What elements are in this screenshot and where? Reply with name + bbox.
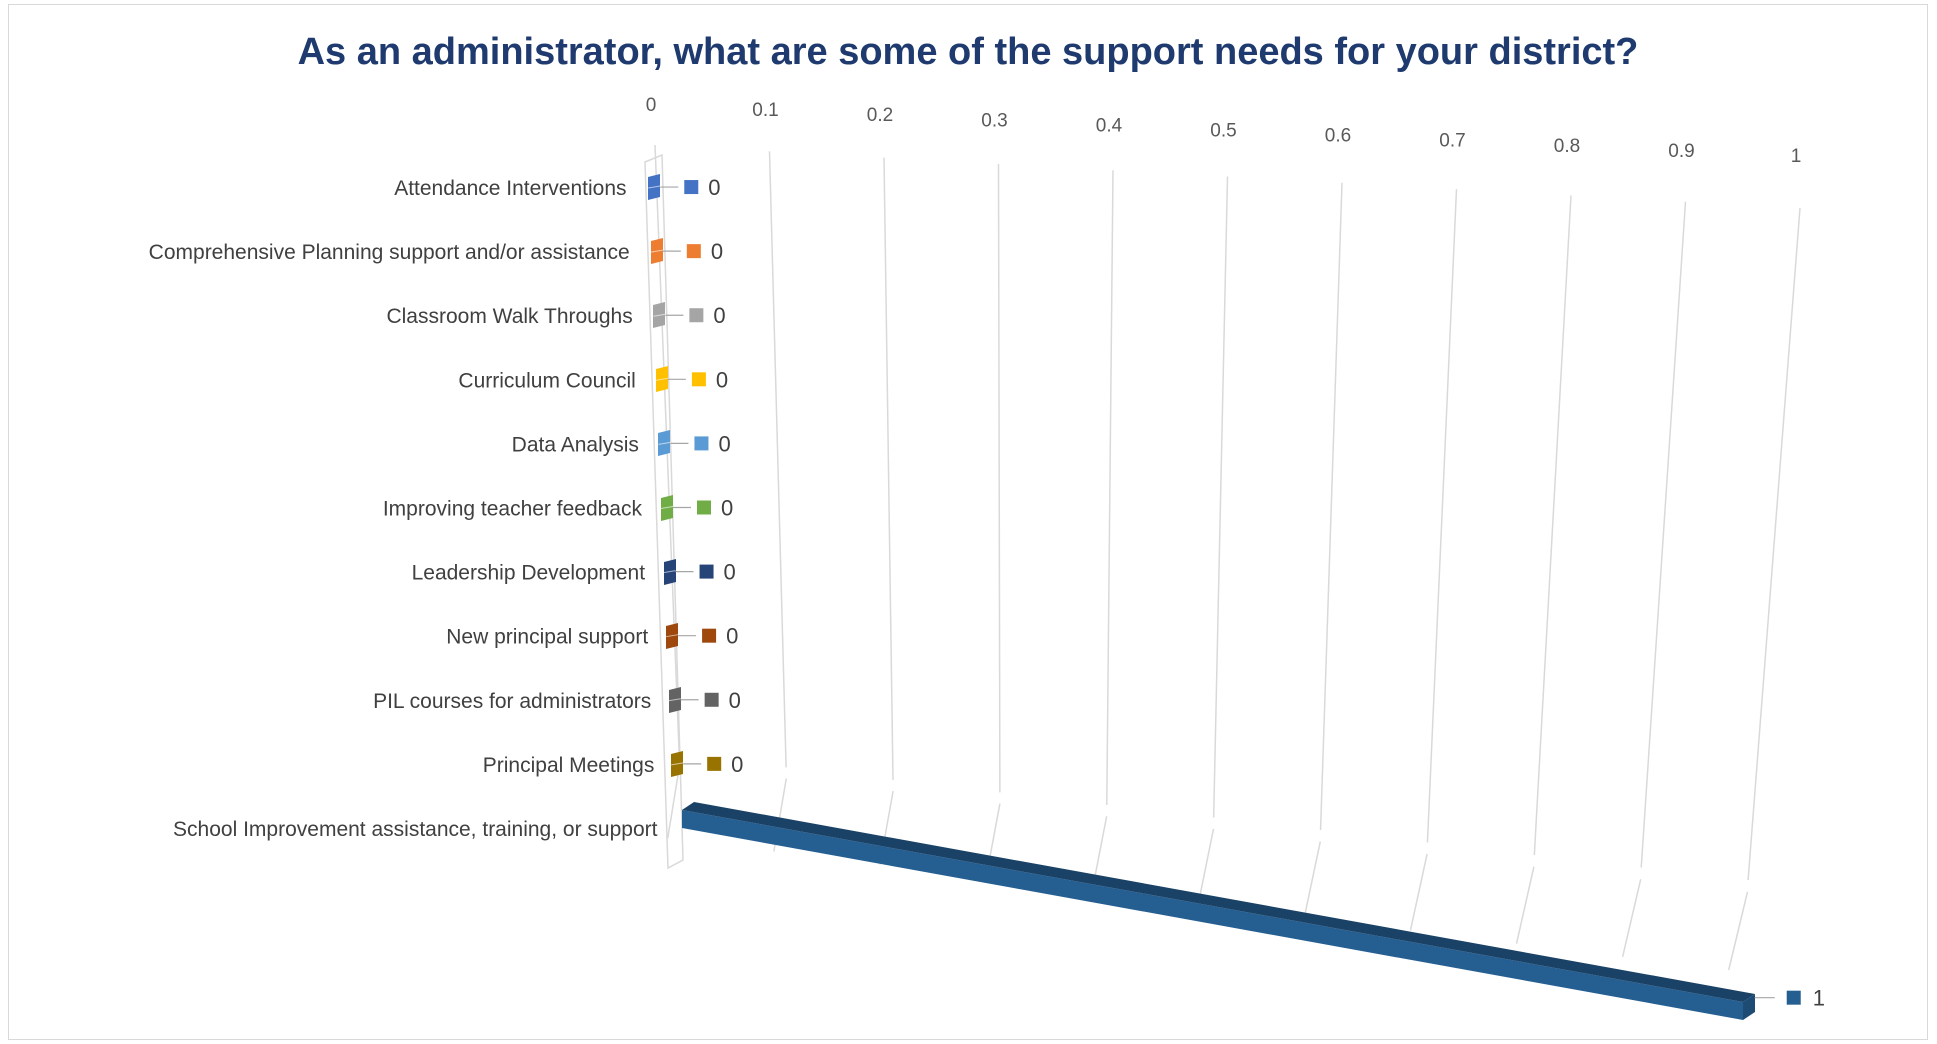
bar-edge [653,313,666,317]
bar-edge [650,249,663,253]
category-label: Classroom Walk Throughs [386,305,632,328]
bar-edge [668,698,681,702]
data-label-key [691,372,706,387]
data-label: 0 [713,303,725,328]
data-label-key [697,500,711,515]
data-label: 0 [716,367,728,392]
category-label: Improving teacher feedback [383,498,643,521]
x-tick-label: 0.8 [1554,136,1580,157]
data-label: 0 [718,431,730,456]
category-label: Principal Meetings [483,754,655,777]
category-label: Attendance Interventions [394,177,626,200]
floor-gridline [1621,879,1642,958]
floor-gridline [1515,866,1535,944]
x-tick-label: 0 [646,95,657,116]
data-label: 1 [1813,986,1825,1011]
data-label-key [707,756,722,771]
category-label: Data Analysis [512,433,639,456]
gridline [1212,176,1229,818]
category-label: New principal support [446,626,648,649]
data-label-key [702,628,717,643]
gridline [1319,182,1343,831]
bar-edge [663,570,676,574]
data-label-key [686,244,701,259]
floor-gridline [1197,828,1215,905]
data-label-key [699,564,714,579]
category-label: Comprehensive Planning support and/or as… [149,241,630,264]
floor-gridline [1303,841,1322,918]
bar-edge [655,377,668,381]
gridline [883,157,894,780]
x-tick-label: 0.1 [752,100,778,121]
data-label: 0 [731,752,743,777]
gridline [1533,195,1572,856]
data-label-key [684,180,699,195]
data-label-key [704,692,719,707]
gridline [1426,189,1458,843]
x-tick-label: 0.6 [1325,126,1351,147]
data-label-key [689,308,704,323]
gridline [1747,207,1801,881]
gridline [1640,201,1687,868]
bar-top-face [682,802,1755,1002]
bar-edge [658,441,671,445]
x-tick-label: 0.9 [1668,141,1694,162]
bar-edge [660,506,674,509]
floor-gridline [666,765,681,839]
gridline [1106,170,1114,805]
data-label-key [1786,990,1801,1005]
data-label: 0 [721,496,733,521]
bar-end-face [1743,994,1755,1020]
category-label: Leadership Development [412,562,646,585]
x-tick-label: 0.2 [867,105,893,126]
x-tick-label: 0.7 [1439,131,1465,152]
gridline [768,151,787,768]
bar-edge [671,762,684,766]
bar [682,810,1743,1020]
bar-edge [666,634,679,638]
bar-edge [648,185,661,189]
category-label: Curriculum Council [458,369,635,392]
data-label: 0 [711,239,723,264]
x-tick-label: 1 [1791,146,1802,167]
data-label-key [694,436,709,451]
x-tick-label: 0.3 [981,110,1007,131]
data-label: 0 [729,688,741,713]
chart-title: As an administrator, what are some of th… [297,31,1639,73]
category-label: PIL courses for administrators [373,690,651,713]
category-label: School Improvement assistance, training,… [173,818,658,841]
data-label: 0 [708,175,720,200]
floor-gridline [1409,853,1428,931]
x-tick-label: 0.5 [1210,121,1236,142]
x-tick-label: 0.4 [1096,115,1123,136]
floor-gridline [1727,891,1749,971]
gridline [997,163,1001,793]
data-label: 0 [726,624,738,649]
side-wall [644,153,684,870]
data-label: 0 [724,560,736,585]
